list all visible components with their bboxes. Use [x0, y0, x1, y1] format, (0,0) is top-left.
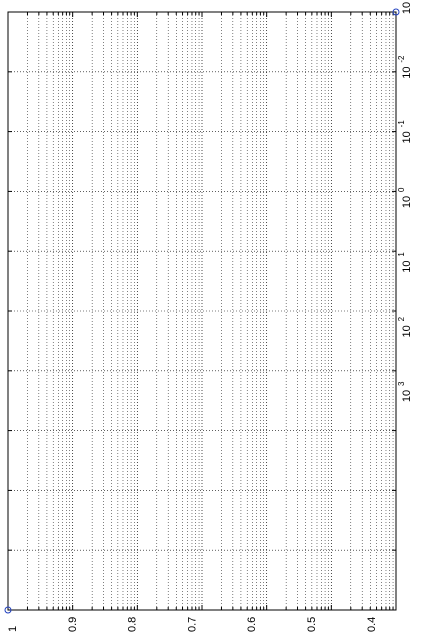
tick-label-base: 10 — [401, 261, 413, 273]
grid-lines — [8, 12, 396, 610]
tick-label-linear: 0.9 — [67, 617, 79, 632]
tick-label-log: 10 0 — [397, 187, 413, 208]
tick-label-exponent: -2 — [397, 55, 406, 63]
tick-label-linear: 1 — [7, 626, 19, 632]
tick-label-base: 10 — [401, 325, 413, 337]
plot-frame — [7, 11, 397, 611]
tick-label-base: 10 — [401, 390, 413, 402]
tick-labels: 00.10.20.30.40.50.60.70.80.9110-310-210-… — [7, 2, 413, 632]
data-markers — [4, 8, 400, 614]
tick-label-base: 10 — [401, 196, 413, 208]
tick-label-log: 10 2 — [397, 316, 413, 337]
tick-label-linear: 0.7 — [186, 617, 198, 632]
tick-label-log: 10 -2 — [397, 55, 413, 79]
tick-label-base: 10 — [401, 67, 413, 79]
tick-label-base: 10 — [401, 2, 413, 14]
data-point-marker — [4, 606, 12, 614]
tick-label-exponent: 2 — [397, 316, 406, 321]
tick-label-exponent: 3 — [397, 381, 406, 386]
tick-label-log: 10-3 — [401, 2, 413, 14]
tick-label-log: 10-1 — [397, 120, 413, 144]
tick-label-exponent: 0 — [397, 187, 406, 192]
plot-area — [8, 12, 396, 610]
tick-label-linear: 0.5 — [306, 617, 318, 632]
tick-label-linear: 0.4 — [366, 617, 378, 632]
tick-label-log: 10 1 — [397, 252, 413, 273]
tick-label-log: 10 3 — [397, 381, 413, 402]
tick-label-linear: 0.6 — [246, 617, 258, 632]
data-point-marker — [392, 8, 400, 16]
tick-label-base: 10 — [401, 131, 413, 143]
tick-label-exponent: -1 — [397, 120, 406, 128]
tick-label-exponent: 1 — [397, 252, 406, 257]
tick-label-linear: 0.8 — [127, 617, 139, 632]
